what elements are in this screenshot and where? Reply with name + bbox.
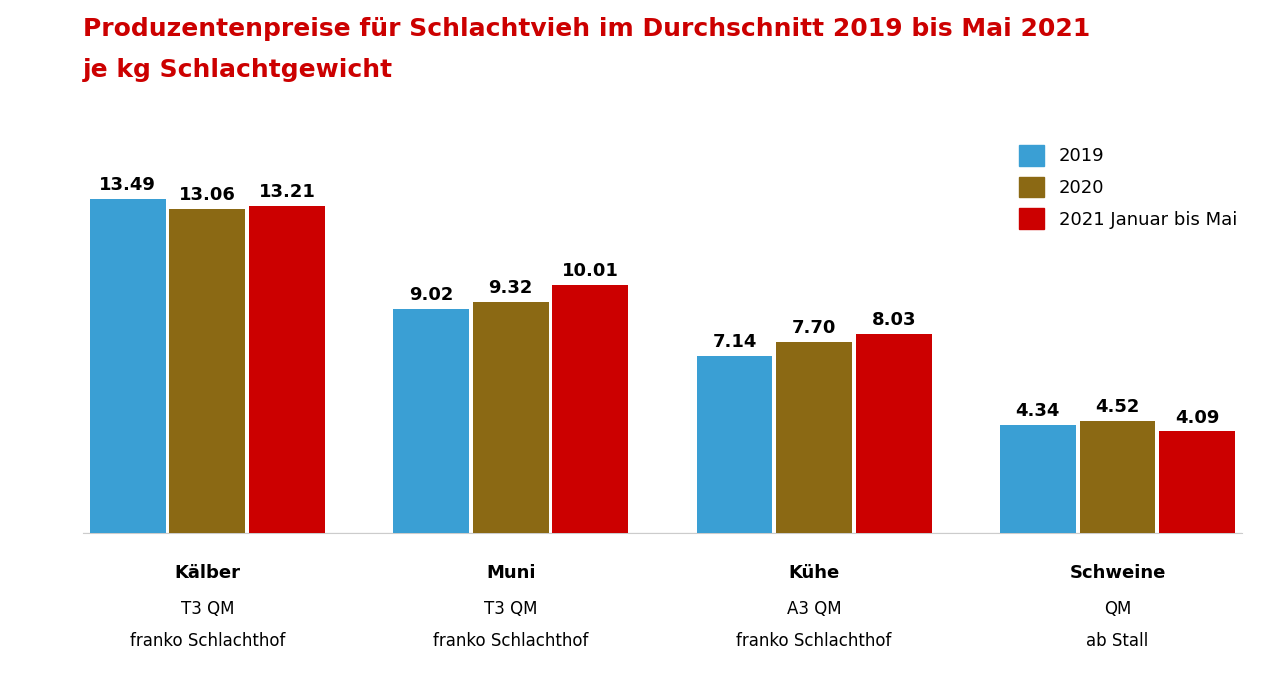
Bar <box>393 309 468 533</box>
Text: 13.21: 13.21 <box>259 183 315 201</box>
Text: Kälber: Kälber <box>174 564 241 583</box>
Bar <box>1079 421 1156 533</box>
Text: QM: QM <box>1103 600 1132 618</box>
Text: franko Schlachthof: franko Schlachthof <box>433 632 589 650</box>
Bar <box>1000 426 1075 533</box>
Text: A3 QM: A3 QM <box>787 600 841 618</box>
Text: Produzentenpreise für Schlachtvieh im Durchschnitt 2019 bis Mai 2021: Produzentenpreise für Schlachtvieh im Du… <box>83 17 1091 41</box>
Text: 4.09: 4.09 <box>1175 408 1220 426</box>
Text: 13.06: 13.06 <box>179 186 236 204</box>
Text: franko Schlachthof: franko Schlachthof <box>736 632 892 650</box>
Bar <box>553 285 628 533</box>
Bar <box>696 356 772 533</box>
Bar <box>856 334 932 533</box>
Text: 4.34: 4.34 <box>1015 402 1060 420</box>
Bar <box>776 342 852 533</box>
Text: Muni: Muni <box>486 564 535 583</box>
Text: 13.49: 13.49 <box>100 176 156 194</box>
Legend: 2019, 2020, 2021 Januar bis Mai: 2019, 2020, 2021 Januar bis Mai <box>1011 138 1244 236</box>
Text: 7.14: 7.14 <box>712 333 756 351</box>
Text: 10.01: 10.01 <box>562 262 618 280</box>
Text: 8.03: 8.03 <box>872 311 916 329</box>
Text: 9.02: 9.02 <box>408 286 453 305</box>
Bar <box>169 210 246 533</box>
Text: Schweine: Schweine <box>1069 564 1166 583</box>
Text: je kg Schlachtgewicht: je kg Schlachtgewicht <box>83 58 393 82</box>
Text: 4.52: 4.52 <box>1096 398 1139 416</box>
Bar <box>90 199 165 533</box>
Text: 9.32: 9.32 <box>489 279 532 297</box>
Bar <box>472 302 549 533</box>
Text: T3 QM: T3 QM <box>180 600 234 618</box>
Text: franko Schlachthof: franko Schlachthof <box>129 632 285 650</box>
Text: ab Stall: ab Stall <box>1087 632 1148 650</box>
Text: Kühe: Kühe <box>788 564 840 583</box>
Text: T3 QM: T3 QM <box>484 600 538 618</box>
Text: 7.70: 7.70 <box>792 319 836 337</box>
Bar <box>250 206 325 533</box>
Bar <box>1160 432 1235 533</box>
